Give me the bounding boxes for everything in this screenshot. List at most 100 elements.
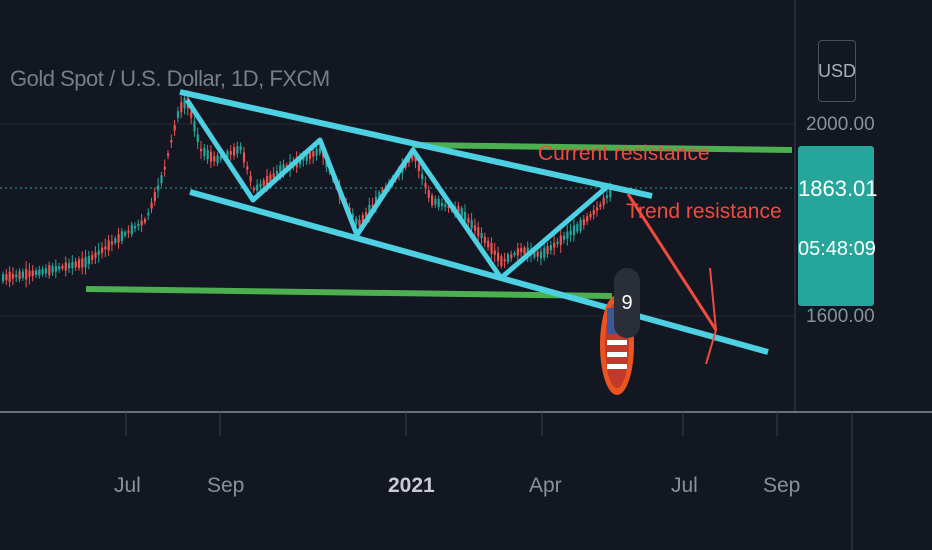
currency-button[interactable]: USD [818, 40, 856, 102]
candle-body [434, 198, 437, 205]
candle-body [44, 268, 48, 274]
drawing-layer [85, 89, 793, 365]
candle-body [414, 156, 417, 162]
candle-body [262, 180, 265, 186]
candle-body [282, 164, 285, 174]
candle-body [431, 195, 434, 206]
candle-body [68, 263, 71, 269]
candle-body [236, 146, 239, 154]
candle-body [351, 213, 354, 218]
candle-body [193, 121, 196, 132]
x-tick-label: 2021 [388, 474, 435, 497]
x-tick-label: Jul [114, 474, 141, 497]
green-support-line [85, 286, 613, 299]
candle-body [503, 259, 506, 262]
candle-body [216, 155, 219, 164]
candle-body [242, 152, 246, 163]
x-tick-label: Sep [207, 474, 245, 497]
candle-body [447, 205, 450, 209]
candle-body [460, 208, 463, 218]
event-count-badge[interactable]: 9 [614, 268, 640, 338]
candle-body [586, 216, 589, 222]
candle-body [190, 111, 193, 118]
candle-body [355, 218, 358, 225]
candle-body [28, 270, 31, 277]
candle-body [5, 274, 8, 281]
candle-body [556, 241, 559, 244]
candle-body [582, 219, 585, 226]
candle-body [160, 175, 163, 184]
x-tick-label: Sep [763, 474, 801, 497]
candle-body [104, 246, 107, 250]
candle-body [605, 195, 609, 198]
trend-projection-arrow [626, 193, 718, 331]
candle-body [427, 190, 430, 198]
candle-body [140, 220, 143, 226]
candle-body [2, 274, 5, 282]
candle-body [477, 227, 480, 237]
candle-body [54, 265, 57, 272]
candle-body [487, 240, 490, 248]
candle-body [572, 225, 576, 236]
candle-body [302, 157, 305, 161]
candle-body [157, 185, 160, 191]
candle-body [279, 165, 282, 176]
bar-countdown: 05:48:09 [798, 238, 876, 260]
candle-body [497, 252, 500, 262]
candle-body [599, 204, 602, 208]
candle-body [361, 215, 364, 223]
candle-body [200, 148, 203, 152]
candle-body [421, 173, 424, 180]
candle-body [609, 186, 612, 198]
annotation-trend-resistance: Trend resistance [626, 200, 782, 223]
candle-body [239, 146, 242, 150]
candle-body [226, 151, 229, 158]
candle-body [539, 251, 543, 259]
candle-body [213, 156, 216, 162]
candle-body [536, 251, 539, 257]
candle-body [315, 148, 318, 156]
symbol-title[interactable]: Gold Spot / U.S. Dollar, 1D, FXCM [10, 66, 330, 91]
flag-stripe [607, 352, 627, 357]
candle-body [483, 236, 486, 243]
candle-body [493, 250, 496, 255]
candle-body [596, 207, 599, 211]
candle-body [74, 261, 77, 268]
channel-upper-line [179, 89, 653, 199]
candle-body [457, 206, 460, 216]
candle-body [84, 256, 87, 268]
x-axis-ticks [125, 412, 778, 436]
candle-body [407, 159, 411, 163]
candle-body [176, 111, 180, 118]
last-price-tag: 1863.01 05:48:09 [798, 146, 878, 306]
candle-body [15, 274, 18, 278]
candle-body [87, 256, 90, 264]
candle-body [256, 184, 259, 191]
candle-body [358, 219, 361, 227]
candle-body [117, 234, 120, 243]
candle-body [589, 213, 592, 218]
candle-body [229, 151, 232, 155]
candle-body [523, 247, 526, 255]
candle-body [553, 242, 556, 248]
candle-body [233, 147, 236, 156]
candle-body [411, 154, 414, 160]
candle-body [35, 270, 38, 276]
candle-body [308, 152, 312, 160]
candle-body [490, 242, 493, 254]
candle-body [219, 155, 222, 160]
candle-body [167, 153, 170, 156]
candle-body [48, 265, 51, 276]
candle-body [480, 233, 483, 239]
candle-body [51, 266, 54, 273]
candle-body [183, 98, 186, 109]
annotation-current-resistance: Current resistance [538, 142, 710, 165]
candle-body [500, 256, 503, 266]
candle-body [510, 254, 513, 259]
candle-body [516, 248, 519, 256]
y-tick-label: 2000.00 [806, 114, 875, 135]
candle-body [114, 238, 117, 243]
arrow-head [705, 267, 718, 365]
candle-body [163, 166, 166, 170]
